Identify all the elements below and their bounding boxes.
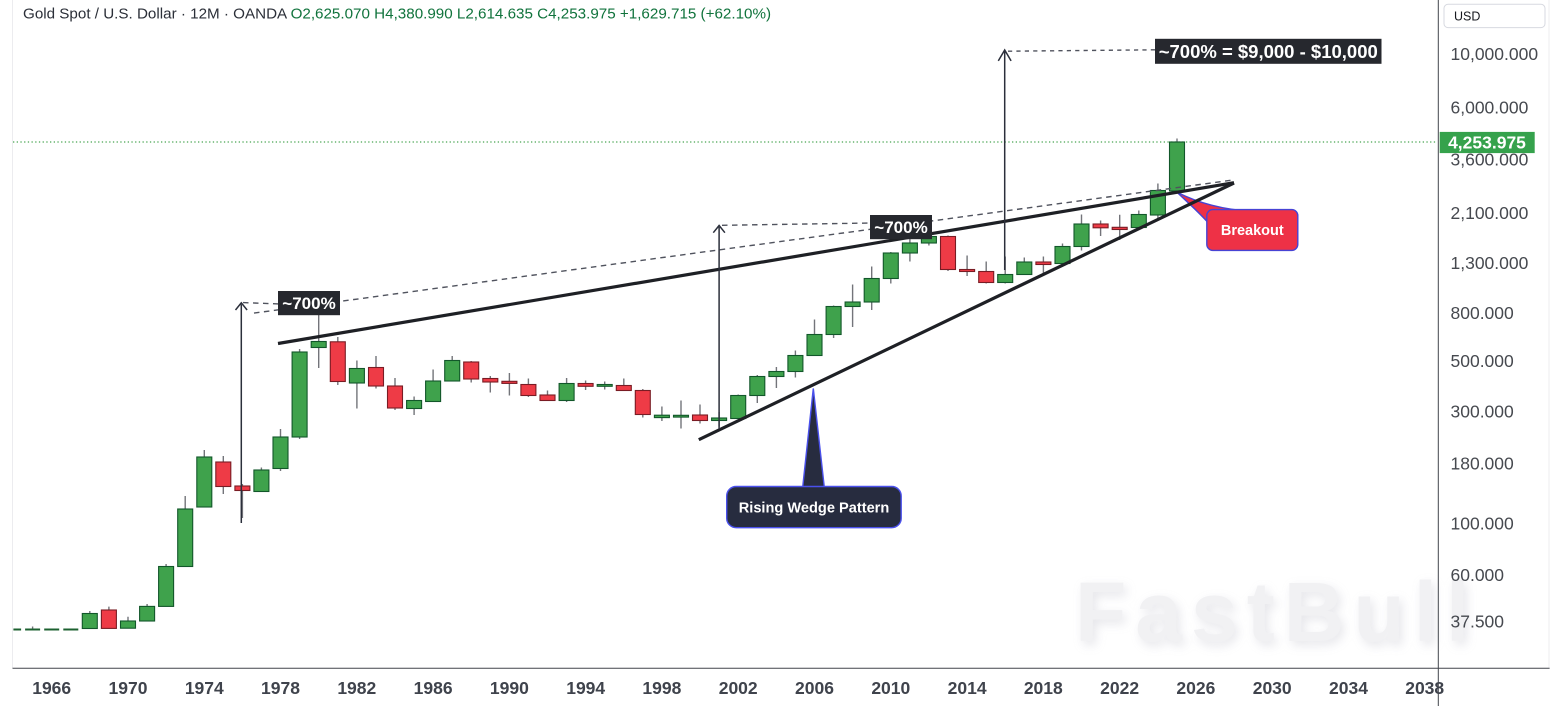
svg-text:1,300.000: 1,300.000	[1451, 253, 1529, 273]
svg-text:~700%: ~700%	[874, 218, 927, 237]
svg-text:1994: 1994	[566, 678, 605, 698]
svg-text:Breakout: Breakout	[1221, 223, 1284, 239]
svg-text:2034: 2034	[1329, 678, 1368, 698]
svg-text:500.000: 500.000	[1451, 351, 1515, 371]
svg-text:1986: 1986	[414, 678, 453, 698]
svg-text:2018: 2018	[1024, 678, 1063, 698]
svg-text:~700% = $9,000 - $10,000: ~700% = $9,000 - $10,000	[1159, 41, 1378, 62]
svg-text:USD: USD	[1454, 10, 1480, 24]
svg-text:2,100.000: 2,100.000	[1451, 203, 1529, 223]
svg-text:Gold Spot / U.S. Dollar · 12M: Gold Spot / U.S. Dollar · 12M · OANDA O2…	[23, 6, 771, 23]
svg-text:300.000: 300.000	[1451, 402, 1515, 422]
svg-text:4,253.975: 4,253.975	[1448, 133, 1526, 153]
svg-text:Rising Wedge Pattern: Rising Wedge Pattern	[739, 501, 890, 517]
svg-text:2002: 2002	[719, 678, 758, 698]
svg-text:60.000: 60.000	[1451, 565, 1505, 585]
svg-text:1978: 1978	[261, 678, 300, 698]
svg-text:FastBull: FastBull	[1075, 565, 1478, 659]
svg-text:6,000.000: 6,000.000	[1451, 97, 1529, 117]
svg-text:2026: 2026	[1176, 678, 1215, 698]
svg-text:1974: 1974	[185, 678, 224, 698]
svg-text:2006: 2006	[795, 678, 834, 698]
svg-text:2022: 2022	[1100, 678, 1139, 698]
svg-text:37.500: 37.500	[1451, 611, 1505, 631]
svg-text:~700%: ~700%	[282, 294, 335, 313]
svg-text:180.000: 180.000	[1451, 454, 1515, 474]
svg-text:800.000: 800.000	[1451, 303, 1515, 323]
svg-text:1982: 1982	[337, 678, 376, 698]
svg-text:2038: 2038	[1405, 678, 1444, 698]
svg-text:2014: 2014	[948, 678, 987, 698]
svg-text:100.000: 100.000	[1451, 514, 1515, 534]
svg-text:1970: 1970	[109, 678, 148, 698]
svg-text:10,000.000: 10,000.000	[1451, 44, 1539, 64]
svg-text:1998: 1998	[642, 678, 681, 698]
svg-text:2010: 2010	[871, 678, 910, 698]
svg-text:1990: 1990	[490, 678, 529, 698]
svg-text:2030: 2030	[1253, 678, 1292, 698]
svg-text:1966: 1966	[32, 678, 71, 698]
svg-text:3,600.000: 3,600.000	[1451, 150, 1529, 170]
